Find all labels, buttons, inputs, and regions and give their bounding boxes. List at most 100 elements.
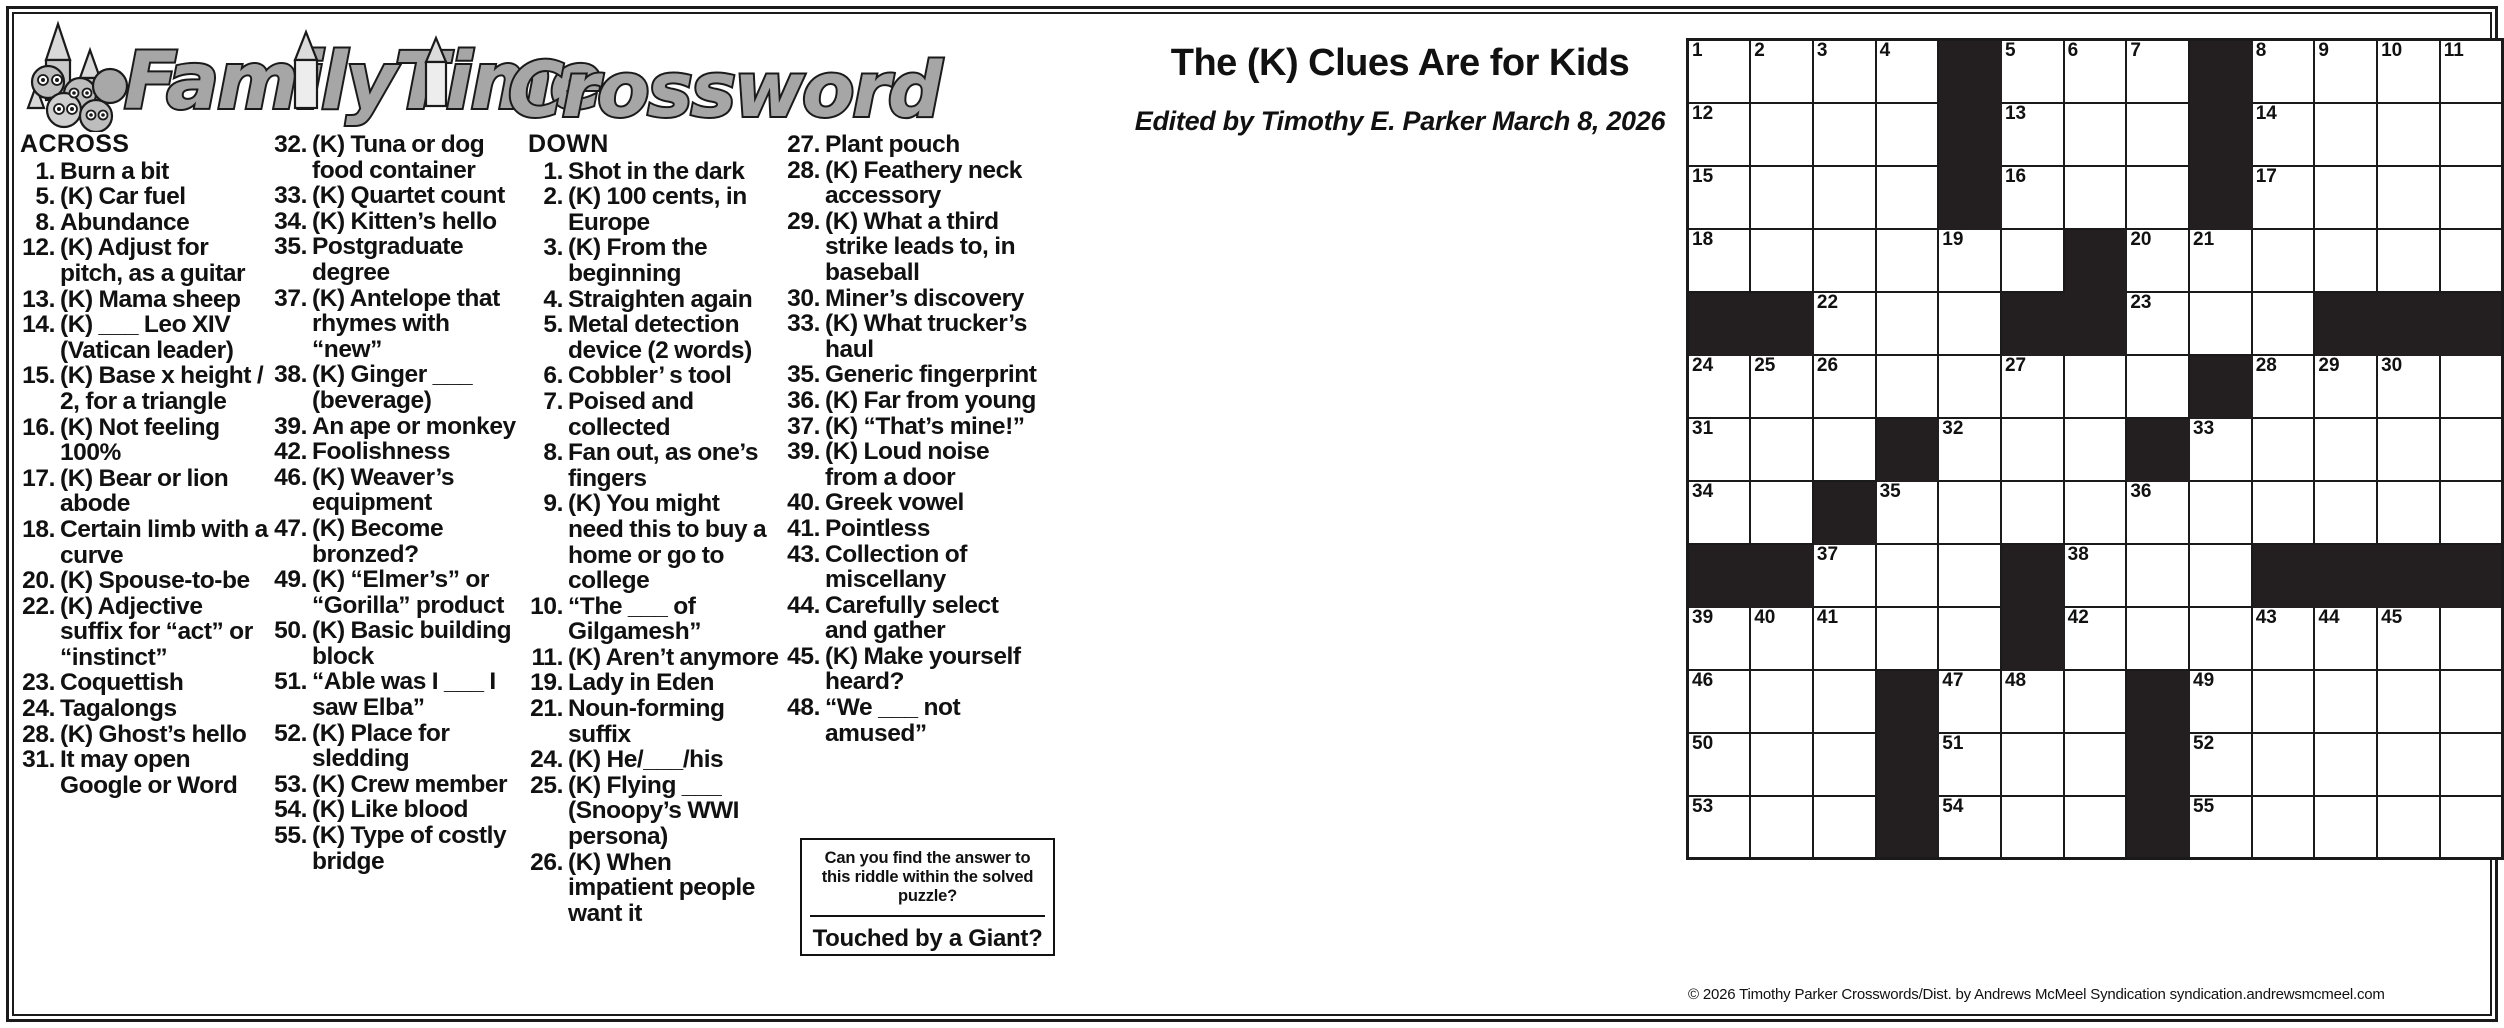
grid-cell[interactable] [1874, 605, 1940, 671]
clue-item[interactable]: 12. (K) Adjust for pitch, as a guitar [20, 235, 268, 286]
grid-cell[interactable] [1749, 794, 1814, 860]
grid-cell[interactable]: 16 [1999, 164, 2065, 230]
clue-item[interactable]: 28. (K) Feathery neck accessory [782, 157, 1044, 209]
grid-cell[interactable] [1999, 479, 2065, 545]
clue-item[interactable]: 5. (K) Car fuel [20, 184, 268, 210]
grid-cell[interactable]: 32 [1937, 416, 2002, 482]
grid-cell[interactable] [1811, 731, 1877, 797]
grid-cell[interactable]: 46 [1686, 668, 1752, 734]
clue-item[interactable]: 53. (K) Crew member [272, 772, 524, 798]
grid-cell[interactable]: 2 [1749, 38, 1814, 104]
grid-cell[interactable]: 30 [2376, 353, 2441, 419]
clue-item[interactable]: 37. (K) Antelope that rhymes with “new” [272, 285, 524, 363]
grid-cell[interactable]: 8 [2250, 38, 2316, 104]
grid-cell[interactable]: 33 [2188, 416, 2253, 482]
clue-item[interactable]: 46. (K) Weaver’s equipment [272, 464, 524, 516]
grid-cell[interactable]: 55 [2188, 794, 2253, 860]
grid-cell[interactable] [1874, 101, 1940, 167]
grid-cell[interactable]: 13 [1999, 101, 2065, 167]
clue-item[interactable]: 33. (K) What trucker’s haul [782, 311, 1044, 362]
clue-item[interactable]: 23. Coquettish [20, 670, 268, 696]
grid-cell[interactable]: 42 [2062, 605, 2128, 671]
grid-cell[interactable] [2062, 794, 2128, 860]
grid-cell[interactable] [1999, 794, 2065, 860]
grid-cell[interactable]: 3 [1811, 38, 1877, 104]
grid-cell[interactable] [1811, 668, 1877, 734]
grid-cell[interactable] [1749, 101, 1814, 167]
clue-item[interactable]: 1. Shot in the dark [528, 158, 780, 185]
clue-item[interactable]: 7. Poised and collected [528, 389, 780, 440]
grid-cell[interactable]: 17 [2250, 164, 2316, 230]
grid-cell[interactable] [2125, 353, 2190, 419]
grid-cell[interactable]: 28 [2250, 353, 2316, 419]
grid-cell[interactable] [2313, 479, 2379, 545]
grid-cell[interactable] [1999, 227, 2065, 293]
grid-cell[interactable] [2062, 731, 2128, 797]
grid-cell[interactable] [2376, 164, 2441, 230]
grid-cell[interactable] [2438, 794, 2504, 860]
grid-cell[interactable] [2313, 227, 2379, 293]
grid-cell[interactable] [2438, 227, 2504, 293]
clue-item[interactable]: 11. (K) Aren’t anymore [528, 645, 780, 671]
grid-cell[interactable]: 23 [2125, 290, 2190, 356]
grid-cell[interactable]: 45 [2376, 605, 2441, 671]
clue-item[interactable]: 40. Greek vowel [782, 490, 1044, 516]
clue-item[interactable]: 55. (K) Type of costly bridge [272, 823, 524, 874]
clue-item[interactable]: 14. (K) ___ Leo XIV (Vatican leader) [20, 312, 268, 363]
grid-cell[interactable] [1937, 542, 2002, 608]
grid-cell[interactable] [1811, 101, 1877, 167]
clue-item[interactable]: 31. It may open Google or Word [20, 747, 268, 798]
grid-cell[interactable] [1749, 668, 1814, 734]
grid-cell[interactable] [2062, 101, 2128, 167]
grid-cell[interactable] [1937, 605, 2002, 671]
grid-cell[interactable]: 26 [1811, 353, 1877, 419]
clue-item[interactable]: 35. Generic fingerprint [782, 362, 1044, 388]
grid-cell[interactable] [1999, 731, 2065, 797]
grid-cell[interactable] [2438, 731, 2504, 797]
grid-cell[interactable] [2376, 731, 2441, 797]
grid-cell[interactable]: 24 [1686, 353, 1752, 419]
grid-cell[interactable]: 27 [1999, 353, 2065, 419]
grid-cell[interactable]: 34 [1686, 479, 1752, 545]
grid-cell[interactable]: 10 [2376, 38, 2441, 104]
grid-cell[interactable]: 48 [1999, 668, 2065, 734]
grid-cell[interactable]: 50 [1686, 731, 1752, 797]
grid-cell[interactable] [2438, 101, 2504, 167]
grid-cell[interactable] [1874, 227, 1940, 293]
crossword-grid[interactable]: 1 2 3 4 5 6 7 8 9 10 11 12 13 14 15 16 17 18 19 20 21 22 23 24 2… [1686, 38, 2504, 860]
clue-item[interactable]: 28. (K) Ghost’s hello [20, 722, 268, 748]
grid-cell[interactable]: 41 [1811, 605, 1877, 671]
clue-item[interactable]: 41. Pointless [782, 516, 1044, 542]
clue-item[interactable]: 35. Postgraduate degree [272, 234, 524, 285]
grid-cell[interactable] [1937, 479, 2002, 545]
clue-item[interactable]: 39. An ape or monkey [272, 413, 524, 440]
clue-item[interactable]: 24. (K) He/___/his [528, 747, 780, 773]
grid-cell[interactable]: 37 [1811, 542, 1877, 608]
grid-cell[interactable] [1937, 353, 2002, 419]
grid-cell[interactable] [1811, 416, 1877, 482]
grid-cell[interactable] [1811, 227, 1877, 293]
grid-cell[interactable] [2250, 794, 2316, 860]
grid-cell[interactable]: 9 [2313, 38, 2379, 104]
grid-cell[interactable] [2250, 668, 2316, 734]
clue-item[interactable]: 20. (K) Spouse-to-be [20, 568, 268, 594]
grid-cell[interactable]: 36 [2125, 479, 2190, 545]
clue-item[interactable]: 34. (K) Kitten’s hello [272, 209, 524, 235]
clue-item[interactable]: 17. (K) Bear or lion abode [20, 465, 268, 517]
clue-item[interactable]: 39. (K) Loud noise from a door [782, 439, 1044, 490]
grid-cell[interactable]: 1 [1686, 38, 1752, 104]
grid-cell[interactable] [1749, 416, 1814, 482]
clue-item[interactable]: 50. (K) Basic building block [272, 618, 524, 669]
grid-cell[interactable] [2250, 479, 2316, 545]
grid-cell[interactable] [1874, 542, 1940, 608]
grid-cell[interactable] [1749, 227, 1814, 293]
clue-item[interactable]: 21. Noun-forming suffix [528, 696, 780, 747]
grid-cell[interactable]: 4 [1874, 38, 1940, 104]
grid-cell[interactable]: 19 [1937, 227, 2002, 293]
grid-cell[interactable]: 51 [1937, 731, 2002, 797]
grid-cell[interactable] [2438, 605, 2504, 671]
grid-cell[interactable] [2062, 416, 2128, 482]
clue-item[interactable]: 6. Cobbler’ s tool [528, 363, 780, 389]
grid-cell[interactable] [2376, 101, 2441, 167]
clue-item[interactable]: 9. (K) You might need this to buy a home … [528, 491, 780, 593]
